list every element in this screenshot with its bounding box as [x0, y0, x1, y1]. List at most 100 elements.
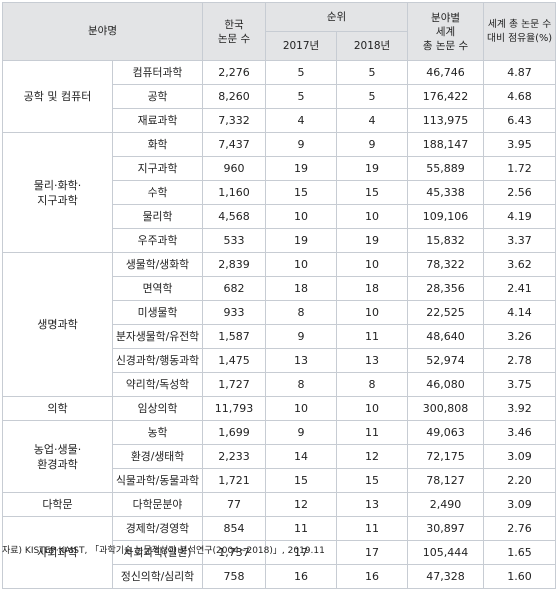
share-cell: 3.26: [483, 324, 557, 349]
subfield-cell: 수학: [111, 180, 204, 205]
subfield-cell: 환경/생태학: [111, 444, 204, 469]
header-2017: 2017년: [265, 31, 338, 61]
rank-2018-cell: 10: [336, 252, 409, 277]
rank-2017-cell: 4: [265, 108, 338, 133]
share-cell: 1.60: [483, 564, 557, 589]
rank-2017-cell: 9: [265, 324, 338, 349]
world-papers-cell: 78,322: [407, 252, 485, 277]
korea-papers-cell: 2,233: [202, 444, 267, 469]
subfield-cell: 지구과학: [111, 156, 204, 181]
korea-papers-cell: 1,699: [202, 420, 267, 445]
subfield-cell: 우주과학: [111, 228, 204, 253]
share-cell: 4.87: [483, 60, 557, 85]
subfield-cell: 재료과학: [111, 108, 204, 133]
table-row: 수학 1,160 15 15 45,338 2.56: [3, 180, 557, 205]
subfield-cell: 경제학/경영학: [111, 516, 204, 541]
korea-papers-cell: 533: [202, 228, 267, 253]
rank-2018-cell: 15: [336, 180, 409, 205]
share-cell: 2.20: [483, 468, 557, 493]
korea-papers-cell: 7,332: [202, 108, 267, 133]
world-papers-cell: 48,640: [407, 324, 485, 349]
subfield-cell: 공학: [111, 84, 204, 109]
share-cell: 1.72: [483, 156, 557, 181]
rank-2018-cell: 13: [336, 492, 409, 517]
rank-2017-cell: 19: [265, 228, 338, 253]
table-row: 물리·화학· 지구과학 화학 7,437 9 9 188,147 3.95: [2, 132, 557, 253]
rank-2018-cell: 11: [336, 516, 409, 541]
header-field: 분야명: [1, 2, 204, 61]
world-papers-cell: 49,063: [407, 420, 485, 445]
world-papers-cell: 47,328: [407, 564, 485, 589]
table-row: 공학 8,260 5 5 176,422 4.68: [3, 84, 557, 109]
korea-papers-cell: 1,160: [202, 180, 267, 205]
subfield-cell: 분자생물학/유전학: [111, 324, 204, 349]
world-papers-cell: 2,490: [407, 492, 485, 517]
share-cell: 3.37: [483, 228, 557, 253]
rank-2017-cell: 14: [265, 444, 338, 469]
korea-papers-cell: 758: [202, 564, 267, 589]
rank-2017-cell: 5: [265, 84, 338, 109]
subfield-cell: 생물학/생화학: [111, 252, 204, 277]
subfield-cell: 물리학: [111, 204, 204, 229]
rank-2017-cell: 15: [265, 180, 338, 205]
rank-2017-cell: 10: [265, 204, 338, 229]
rank-2017-cell: 8: [265, 300, 338, 325]
world-papers-cell: 188,147: [407, 132, 485, 157]
rank-2017-cell: 10: [265, 396, 338, 421]
subfield-cell: 미생물학: [111, 300, 204, 325]
table-row: 식물과학/동물과학 1,721 15 15 78,127 2.20: [3, 468, 557, 493]
world-papers-cell: 46,746: [407, 60, 485, 85]
korea-papers-cell: 7,437: [202, 132, 267, 157]
table-row: 지구과학 960 19 19 55,889 1.72: [3, 156, 557, 181]
subfield-cell: 신경과학/행동과학: [111, 348, 204, 373]
korea-papers-cell: 8,260: [202, 84, 267, 109]
rank-2018-cell: 11: [336, 324, 409, 349]
rank-2017-cell: 10: [265, 252, 338, 277]
rank-2018-cell: 19: [336, 228, 409, 253]
korea-papers-cell: 1,721: [202, 468, 267, 493]
rank-2017-cell: 16: [265, 564, 338, 589]
rank-2018-cell: 8: [336, 372, 409, 397]
korea-papers-cell: 960: [202, 156, 267, 181]
world-papers-cell: 15,832: [407, 228, 485, 253]
source-note: 자료) KISTEP·KAIST, 「과학기술 논문적성과 분석연구(2004~…: [2, 546, 325, 556]
korea-papers-cell: 77: [202, 492, 267, 517]
share-cell: 4.68: [483, 84, 557, 109]
korea-papers-cell: 11,793: [202, 396, 267, 421]
table-row: 재료과학 7,332 4 4 113,975 6.43: [3, 108, 557, 133]
header-world-papers: 분야별 세계 총 논문 수: [407, 2, 485, 61]
rank-2018-cell: 5: [336, 84, 409, 109]
world-papers-cell: 22,525: [407, 300, 485, 325]
rank-2017-cell: 5: [265, 60, 338, 85]
share-cell: 2.41: [483, 276, 557, 301]
world-papers-cell: 28,356: [407, 276, 485, 301]
korea-papers-cell: 1,727: [202, 372, 267, 397]
subfield-cell: 식물과학/동물과학: [111, 468, 204, 493]
rank-2018-cell: 5: [336, 60, 409, 85]
rank-2018-cell: 16: [336, 564, 409, 589]
rank-2018-cell: 13: [336, 348, 409, 373]
table-row: 신경과학/행동과학 1,475 13 13 52,974 2.78: [3, 348, 557, 373]
rank-2017-cell: 13: [265, 348, 338, 373]
share-cell: 4.14: [483, 300, 557, 325]
table-row: 물리학 4,568 10 10 109,106 4.19: [3, 204, 557, 229]
world-papers-cell: 300,808: [407, 396, 485, 421]
korea-papers-cell: 2,276: [202, 60, 267, 85]
table-row: 환경/생태학 2,233 14 12 72,175 3.09: [3, 444, 557, 469]
category-cell: 공학 및 컴퓨터: [2, 60, 113, 133]
rank-2018-cell: 4: [336, 108, 409, 133]
table-row: 다학문 다학문분야 77 12 13 2,490 3.09: [2, 492, 557, 517]
table-row: 면역학 682 18 18 28,356 2.41: [3, 276, 557, 301]
share-cell: 3.46: [483, 420, 557, 445]
table-row: 생명과학 생물학/생화학 2,839 10 10 78,322 3.62: [2, 252, 557, 397]
world-papers-cell: 109,106: [407, 204, 485, 229]
table-row: 사회과학 경제학/경영학 854 11 11 30,897 2.76: [2, 516, 557, 589]
world-papers-cell: 176,422: [407, 84, 485, 109]
share-cell: 2.76: [483, 516, 557, 541]
subfield-cell: 화학: [111, 132, 204, 157]
table-row: 미생물학 933 8 10 22,525 4.14: [3, 300, 557, 325]
rank-2017-cell: 8: [265, 372, 338, 397]
world-papers-cell: 45,338: [407, 180, 485, 205]
rank-2018-cell: 11: [336, 420, 409, 445]
